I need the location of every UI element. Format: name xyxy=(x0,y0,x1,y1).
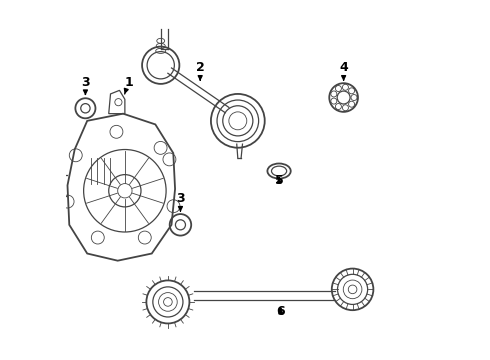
Text: 3: 3 xyxy=(176,192,185,211)
Text: 5: 5 xyxy=(275,174,283,187)
Text: 1: 1 xyxy=(124,76,133,94)
Text: 2: 2 xyxy=(196,61,204,80)
Text: 6: 6 xyxy=(276,305,285,318)
Text: 4: 4 xyxy=(339,61,348,80)
Text: 3: 3 xyxy=(81,76,90,94)
